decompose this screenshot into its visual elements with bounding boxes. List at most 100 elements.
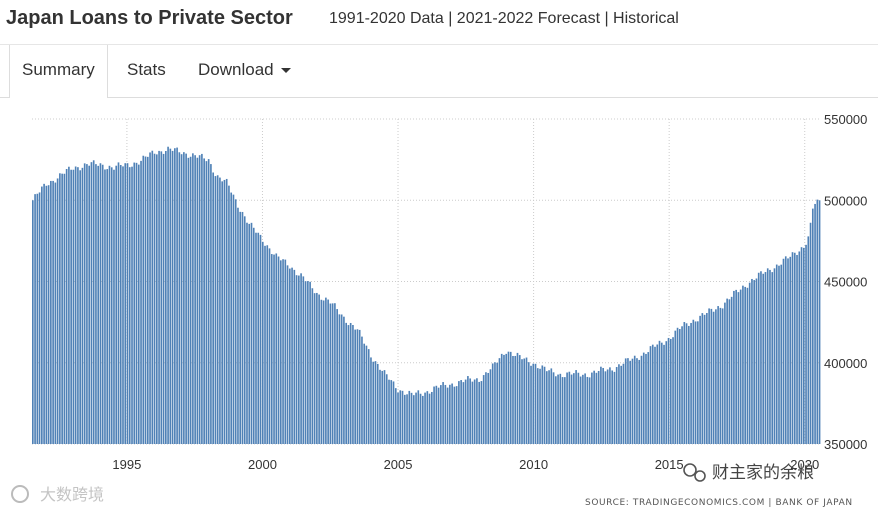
wechat-icon bbox=[683, 463, 697, 477]
page-subtitle: 1991-2020 Data | 2021-2022 Forecast | Hi… bbox=[329, 10, 679, 27]
bar bbox=[613, 371, 616, 444]
bar bbox=[568, 371, 571, 444]
bar bbox=[399, 390, 402, 444]
tab-download[interactable]: Download bbox=[186, 45, 303, 97]
bar bbox=[99, 163, 102, 445]
bar bbox=[669, 338, 672, 444]
bar bbox=[584, 373, 586, 444]
bar bbox=[552, 372, 555, 444]
bar bbox=[807, 236, 810, 444]
bar bbox=[534, 363, 537, 444]
bar bbox=[469, 378, 471, 444]
x-axis: 1995 2000 2005 2010 2015 2020 bbox=[112, 457, 819, 472]
bar bbox=[205, 161, 208, 444]
bar bbox=[97, 165, 100, 445]
bar bbox=[230, 192, 233, 444]
bar bbox=[629, 360, 632, 444]
loans-bar-chart: 350000 400000 450000 500000 550000 1995 2000 2… bbox=[11, 112, 867, 508]
y-tick-label: 550000 bbox=[824, 112, 867, 127]
bar bbox=[755, 278, 758, 444]
bar bbox=[318, 294, 320, 444]
bar bbox=[577, 372, 580, 444]
bar bbox=[232, 194, 235, 444]
bar bbox=[647, 352, 650, 444]
bar bbox=[284, 259, 287, 444]
bar bbox=[685, 323, 688, 444]
bar bbox=[248, 223, 251, 444]
bar bbox=[174, 148, 176, 444]
bar bbox=[651, 344, 654, 444]
bar bbox=[536, 368, 539, 444]
bar bbox=[104, 169, 106, 445]
bar bbox=[500, 353, 503, 444]
bar bbox=[730, 296, 733, 444]
bar bbox=[250, 222, 253, 444]
bar bbox=[349, 322, 352, 444]
bar bbox=[32, 200, 34, 444]
tab-summary[interactable]: Summary bbox=[9, 45, 108, 98]
bar bbox=[113, 169, 115, 445]
bar bbox=[494, 362, 496, 444]
bar bbox=[124, 163, 127, 444]
bar bbox=[106, 169, 109, 444]
bar bbox=[419, 393, 422, 444]
bar bbox=[588, 377, 591, 444]
bar bbox=[370, 357, 372, 444]
bar bbox=[45, 185, 48, 444]
bar bbox=[703, 314, 706, 444]
bar bbox=[169, 148, 172, 445]
bar bbox=[428, 393, 431, 444]
bar bbox=[381, 370, 384, 444]
bar bbox=[638, 359, 641, 444]
bar bbox=[261, 241, 264, 444]
bar bbox=[753, 280, 756, 444]
bar bbox=[410, 392, 413, 444]
bar bbox=[189, 156, 192, 444]
watermark-left-text: 大数跨境 bbox=[40, 485, 104, 504]
bar bbox=[207, 159, 210, 444]
bar bbox=[88, 165, 91, 444]
bar bbox=[322, 300, 325, 444]
bar bbox=[183, 152, 185, 444]
bar bbox=[426, 391, 429, 444]
bar bbox=[527, 362, 530, 444]
tab-stats[interactable]: Stats bbox=[115, 45, 178, 97]
bar bbox=[521, 359, 523, 444]
bar bbox=[90, 162, 93, 444]
bar bbox=[408, 390, 411, 444]
bar bbox=[496, 362, 499, 444]
chevron-down-icon bbox=[280, 68, 291, 74]
bar bbox=[424, 392, 426, 444]
bar bbox=[92, 160, 95, 445]
bar bbox=[309, 281, 311, 444]
bar bbox=[219, 177, 221, 444]
bar bbox=[345, 322, 347, 444]
bar bbox=[449, 384, 451, 444]
bar bbox=[809, 222, 812, 444]
bar bbox=[153, 153, 156, 444]
bar bbox=[210, 164, 212, 444]
bar bbox=[663, 344, 665, 444]
bar bbox=[554, 376, 557, 444]
bar bbox=[286, 265, 289, 444]
bar bbox=[180, 154, 183, 444]
bar bbox=[392, 381, 395, 444]
bar bbox=[606, 369, 609, 444]
bar bbox=[737, 292, 740, 444]
bar bbox=[298, 275, 300, 444]
bar bbox=[313, 293, 316, 444]
bar bbox=[811, 208, 814, 444]
bar bbox=[507, 351, 510, 444]
bar bbox=[622, 363, 625, 444]
bar bbox=[259, 234, 262, 444]
x-tick-label: 2015 bbox=[655, 457, 684, 472]
bar bbox=[460, 380, 462, 444]
bar bbox=[435, 385, 438, 444]
bar bbox=[697, 321, 699, 444]
bar bbox=[270, 254, 273, 444]
bar bbox=[573, 373, 575, 444]
bar bbox=[63, 173, 66, 444]
bar bbox=[282, 259, 284, 444]
bar bbox=[192, 153, 194, 444]
bar bbox=[746, 287, 749, 444]
